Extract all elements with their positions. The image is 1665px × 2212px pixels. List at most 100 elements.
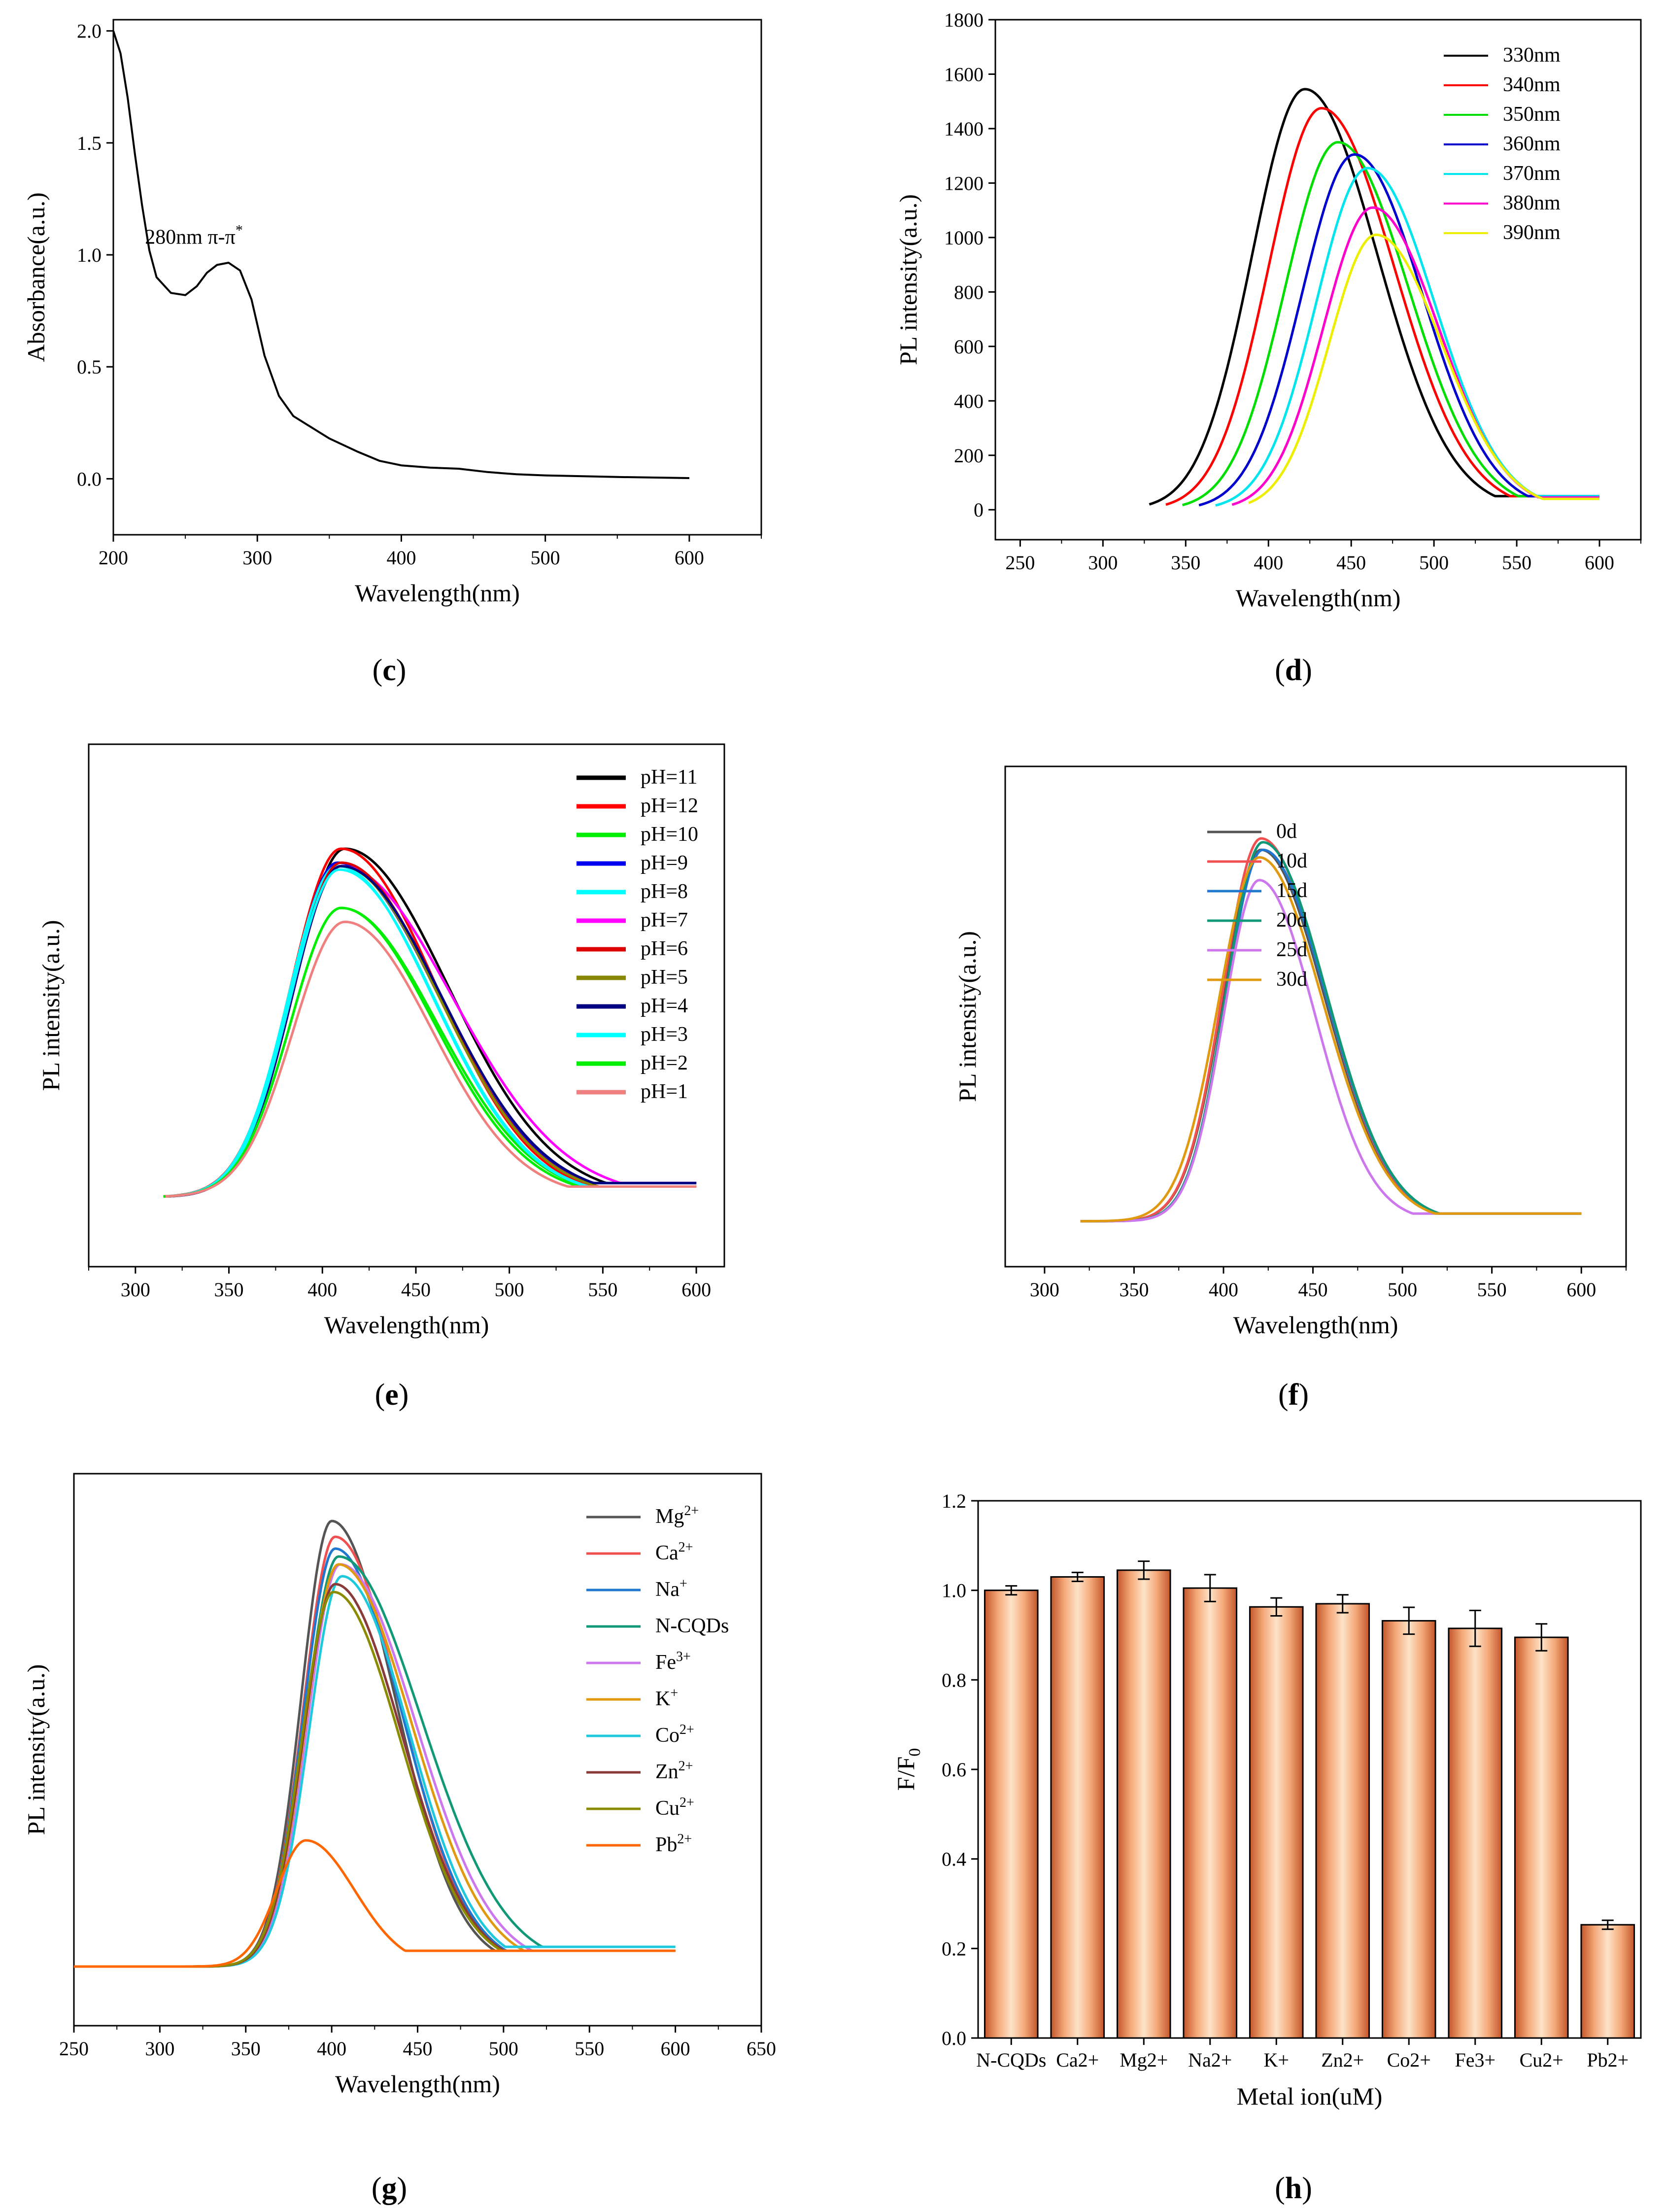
x-tick-label: 550 [1477,1279,1507,1301]
y-tick-label: 2.0 [77,20,102,42]
x-tick-label: 300 [242,547,272,569]
legend-superscript: 2+ [680,1722,694,1737]
series-line-Co2+ [74,1575,676,1968]
x-tick-label: 400 [307,1279,337,1301]
peak-annotation: 280nm π-π* [145,222,243,248]
x-tick-label: 350 [231,2038,261,2060]
y-tick-label: 0.2 [942,1937,966,1960]
x-tick-label: 250 [1005,552,1035,574]
x-tick-label: 550 [575,2038,604,2060]
panel-label-part: ) [397,2172,408,2205]
bar-Ca2+ [1050,1576,1105,2039]
series-line-0d [1080,848,1582,1223]
bar-Fe3+ [1448,1627,1503,2039]
x-tick-label: 500 [1388,1279,1417,1301]
legend-entry: 0d [1276,820,1297,843]
x-tick-label: 350 [1119,1279,1149,1301]
y-axis-label: PL intensity(a.u.) [894,194,922,365]
panel-f-stability-pl-chart: 300 350 400 450 500 550 600 Wavelength(nm) PL in… [953,765,1627,1412]
panel-label-part: d [1285,654,1302,687]
legend-entry: 380nm [1503,192,1561,214]
panel-label: (h) [1275,2172,1312,2205]
y-tick-label: 1.5 [77,132,102,154]
series-line-pH=1 [165,920,697,1198]
x-tick-label: 550 [1502,552,1531,574]
panel-label-part: ( [1275,2172,1285,2205]
x-tick-label: 400 [317,2038,346,2060]
y-tick-label: 1000 [944,227,984,249]
plot-frame [88,743,725,1268]
panel-label-part: ) [396,654,407,687]
y-tick-label: 0.6 [942,1759,966,1781]
legend-entry: pH=9 [641,852,688,874]
panel-label-part: ( [1278,1378,1289,1412]
x-category-label: N-CQDs [976,2049,1046,2071]
y-tick-label: 800 [954,281,984,303]
x-category-label: Cu2+ [1520,2049,1563,2071]
x-tick-label: 350 [1171,552,1200,574]
bar-Mg2+ [1116,1569,1171,2039]
y-tick-label: 600 [954,336,984,358]
y-axis-label: Absorbance(a.u.) [22,192,50,362]
panel-label-part: ) [399,1378,409,1412]
bar-Cu2+ [1514,1636,1569,2039]
legend-entry: pH=10 [641,823,698,846]
legend-superscript: + [670,1686,678,1701]
y-axis-label: PL intensity(a.u.) [37,920,65,1091]
series-line-25d [1080,879,1582,1223]
y-tick-label: 400 [954,390,984,412]
x-axis-label: Wavelength(nm) [335,2070,500,2098]
x-tick-label: 450 [1336,552,1366,574]
x-tick-label: 200 [99,547,128,569]
x-category-label: K+ [1264,2049,1289,2071]
legend-entry: 20d [1276,909,1307,932]
y-axis-label-subscript: 0 [906,1748,924,1757]
bar-K+ [1249,1606,1304,2039]
legend-entry: Na+ [655,1576,687,1601]
x-tick-label: 500 [1419,552,1449,574]
panel-label-part: c [382,654,396,687]
series-line-Mg2+ [74,1520,676,1968]
y-tick-label: 0.0 [77,468,102,490]
y-tick-label: 1600 [944,63,984,85]
panel-e-ph-pl-chart: 300 350 400 450 500 550 600 Wavelength(nm) PL in… [37,743,725,1412]
plot-frame [994,19,1642,541]
panel-label: (e) [375,1378,409,1412]
legend-entry: Fe3+ [655,1649,691,1674]
x-axis-label: Wavelength(nm) [1236,584,1401,612]
x-tick-label: 600 [1585,552,1614,574]
x-tick-label: 450 [401,1279,431,1301]
panel-label: (g) [372,2172,407,2205]
x-category-label: Fe3+ [1455,2049,1495,2071]
legend-entry: 350nm [1503,103,1561,126]
y-tick-label: 0.8 [942,1669,966,1691]
panel-label-part: g [382,2172,397,2205]
x-tick-label: 300 [121,1279,150,1301]
legend-entry: Pb2+ [655,1832,692,1856]
x-category-label: Ca2+ [1056,2049,1099,2071]
legend-entry: pH=12 [641,795,698,817]
x-tick-label: 400 [1209,1279,1238,1301]
y-axis-label: PL intensity(a.u.) [22,1664,50,1835]
legend-superscript: 2+ [677,1832,692,1847]
series-line-30d [1080,856,1582,1223]
x-tick-label: 400 [1254,552,1283,574]
panel-h-metal-ion-bar-chart: 0.0 0.2 0.4 0.6 0.8 1.0 1.2 Metal ion(uM) F/F0 N-… [892,1490,1642,2205]
y-tick-label: 200 [954,445,984,467]
bar-Zn2+ [1315,1603,1370,2039]
legend-entry: N-CQDs [655,1615,729,1637]
legend-entry: pH=1 [641,1080,688,1103]
x-tick-label: 650 [747,2038,776,2060]
x-tick-label: 450 [1298,1279,1328,1301]
legend-entry: 15d [1276,879,1307,902]
panel-label: (c) [373,654,407,687]
series-line-360nm [1198,153,1599,507]
legend-entry: 360nm [1503,133,1561,155]
panel-label: (d) [1275,654,1312,687]
y-tick-label: 1200 [944,172,984,194]
legend-entry: 340nm [1503,73,1561,96]
legend-entry: Mg2+ [655,1503,699,1528]
panel-label-part: h [1285,2172,1302,2205]
series-line-Zn2+ [74,1583,676,1968]
series-line-390nm [1248,233,1599,504]
